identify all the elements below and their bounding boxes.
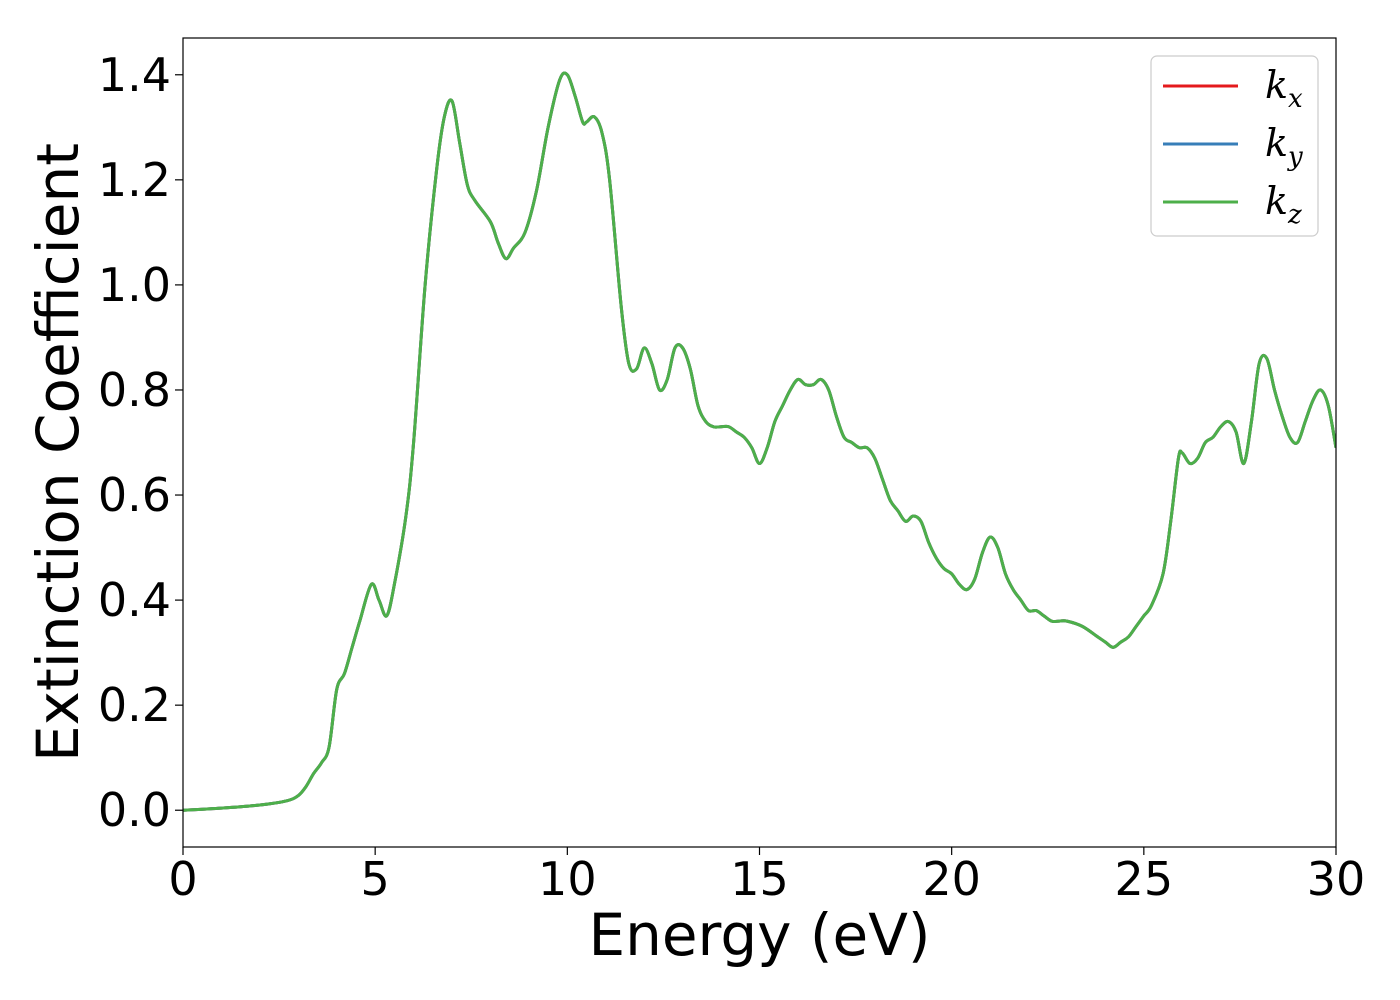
legend-box (1150, 55, 1319, 237)
y-tick-label: 0.2 (98, 678, 171, 732)
x-tick-label: 20 (922, 852, 981, 906)
y-axis-ticks: 0.0 0.2 0.4 0.6 0.8 1.0 1.2 1.4 (98, 48, 183, 837)
legend-label: kx (1265, 63, 1303, 114)
legend-label: kz (1265, 179, 1302, 230)
x-tick-label: 10 (538, 852, 597, 906)
y-tick-label: 0.8 (98, 363, 171, 417)
legend: kx ky kz (1150, 55, 1319, 237)
x-tick-label: 0 (168, 852, 197, 906)
x-tick-label: 15 (730, 852, 789, 906)
y-tick-label: 1.2 (98, 153, 171, 207)
y-tick-label: 0.4 (98, 573, 171, 627)
x-tick-label: 30 (1307, 852, 1366, 906)
series-layer (183, 71, 1336, 812)
series-line-kz (183, 71, 1336, 812)
x-tick-label: 5 (361, 852, 390, 906)
y-tick-label: 0.0 (98, 783, 171, 837)
y-tick-label: 0.6 (98, 468, 171, 522)
legend-label: ky (1265, 121, 1303, 172)
x-axis-ticks: 0 5 10 15 20 25 30 (168, 847, 1365, 906)
y-tick-label: 1.4 (98, 48, 171, 102)
y-tick-label: 1.0 (98, 258, 171, 312)
y-axis-title: Extinction Coefficient (24, 143, 92, 762)
x-axis-title: Energy (eV) (588, 901, 930, 969)
x-tick-label: 25 (1115, 852, 1174, 906)
